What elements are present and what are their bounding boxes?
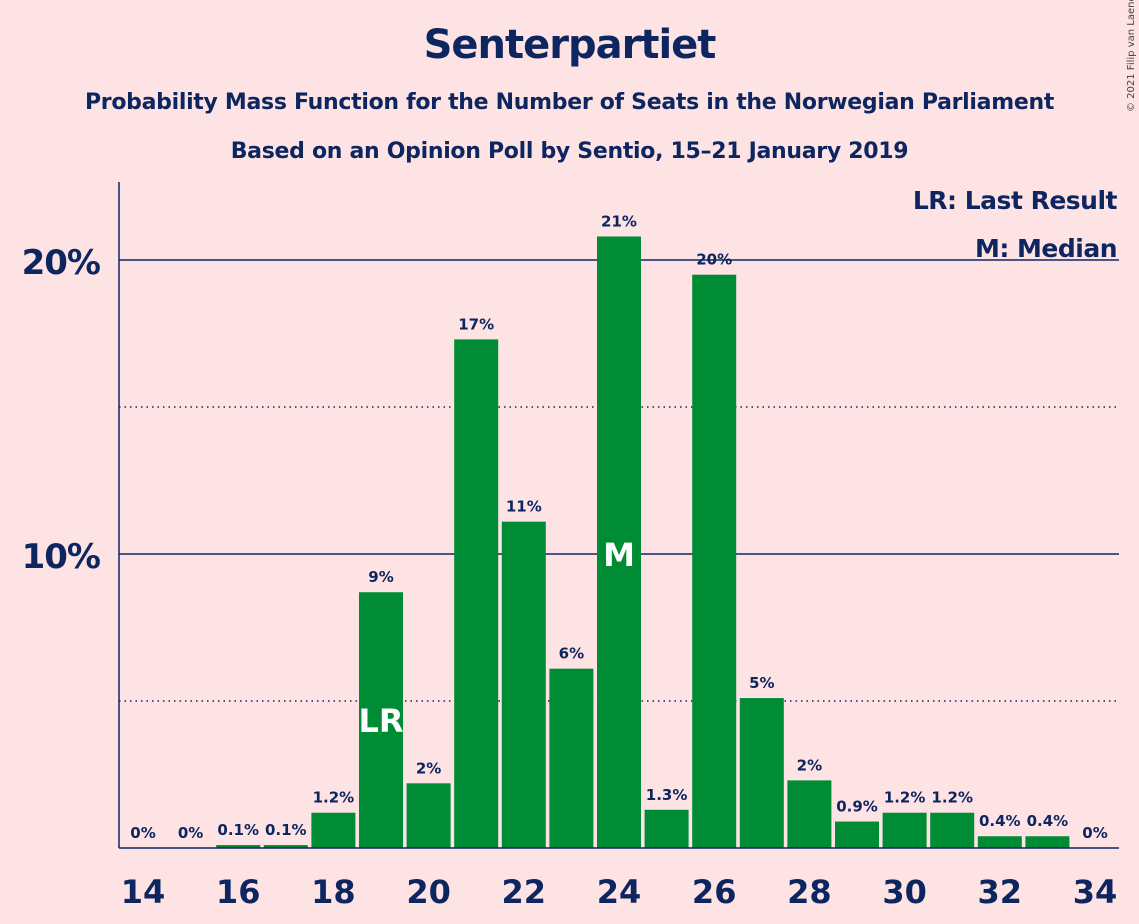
chart-subtitle-source: Based on an Opinion Poll by Sentio, 15–2… bbox=[230, 139, 909, 164]
bar-seat-16 bbox=[216, 845, 261, 848]
bar-seat-33 bbox=[1025, 836, 1070, 848]
data-label-seat-28: 2% bbox=[797, 756, 822, 774]
bar-seat-28 bbox=[787, 780, 832, 848]
y-tick-label: 20% bbox=[22, 243, 100, 283]
data-label-seat-30: 1.2% bbox=[884, 789, 926, 807]
data-label-seat-14: 0% bbox=[130, 824, 155, 842]
data-label-seat-23: 6% bbox=[559, 645, 584, 663]
legend: LR: Last Result M: Median bbox=[913, 186, 1118, 263]
bar-seat-22 bbox=[501, 521, 546, 848]
x-tick-label: 34 bbox=[1073, 873, 1118, 911]
bars bbox=[216, 236, 1070, 849]
x-tick-label: 32 bbox=[978, 873, 1023, 911]
data-label-seat-20: 2% bbox=[416, 759, 441, 777]
median-marker: M bbox=[603, 536, 635, 574]
data-label-seat-17: 0.1% bbox=[265, 821, 307, 839]
data-label-seat-32: 0.4% bbox=[979, 812, 1021, 830]
y-tick-label: 10% bbox=[22, 537, 100, 577]
data-label-seat-33: 0.4% bbox=[1027, 812, 1069, 830]
bar-seat-32 bbox=[977, 836, 1022, 848]
data-label-seat-26: 20% bbox=[696, 251, 732, 269]
data-label-seat-25: 1.3% bbox=[646, 786, 688, 804]
bar-seat-26 bbox=[692, 274, 737, 848]
legend-last-result: LR: Last Result bbox=[913, 186, 1118, 215]
last-result-marker: LR bbox=[358, 702, 403, 740]
bar-seat-20 bbox=[406, 783, 451, 848]
data-label-seat-21: 17% bbox=[458, 315, 494, 333]
bar-seat-21 bbox=[454, 339, 499, 848]
data-label-seat-34: 0% bbox=[1082, 824, 1107, 842]
bar-seat-17 bbox=[263, 845, 308, 848]
x-tick-label: 24 bbox=[597, 873, 642, 911]
x-tick-label: 22 bbox=[502, 873, 547, 911]
bar-seat-18 bbox=[311, 812, 356, 848]
bar-seat-27 bbox=[739, 698, 784, 848]
x-tick-label: 26 bbox=[692, 873, 737, 911]
data-label-seat-16: 0.1% bbox=[217, 821, 259, 839]
bar-seat-30 bbox=[882, 812, 927, 848]
data-label-seat-27: 5% bbox=[749, 674, 774, 692]
bar-seat-23 bbox=[549, 668, 594, 848]
x-tick-label: 14 bbox=[121, 873, 166, 911]
x-tick-labels: 14 16 18 20 22 24 26 28 30 32 34 bbox=[121, 873, 1118, 911]
data-label-seat-31: 1.2% bbox=[931, 789, 973, 807]
data-label-seat-18: 1.2% bbox=[313, 789, 355, 807]
bar-seat-31 bbox=[930, 812, 975, 848]
x-tick-label: 30 bbox=[882, 873, 927, 911]
bar-seat-19 bbox=[359, 592, 403, 848]
chart-title: Senterpartiet bbox=[423, 22, 717, 68]
x-tick-label: 18 bbox=[311, 873, 356, 911]
data-label-seat-22: 11% bbox=[506, 498, 542, 516]
chart-subtitle: Probability Mass Function for the Number… bbox=[84, 90, 1055, 115]
axes bbox=[118, 182, 1119, 849]
x-tick-label: 28 bbox=[787, 873, 832, 911]
y-tick-labels: 10% 20% bbox=[22, 243, 101, 577]
bar-seat-25 bbox=[644, 809, 689, 848]
bar-seat-24 bbox=[597, 236, 641, 849]
data-label-seat-29: 0.9% bbox=[836, 798, 878, 816]
x-tick-label: 16 bbox=[216, 873, 261, 911]
data-label-seat-15: 0% bbox=[178, 824, 203, 842]
bar-seat-29 bbox=[835, 821, 879, 848]
data-labels: 0% 0% 0.1% 0.1% 1.2% 9% 2% 17% 11% 6% 21% 1.3% 20% 5%… bbox=[130, 212, 1107, 842]
legend-median: M: Median bbox=[975, 234, 1117, 263]
data-label-seat-19: 9% bbox=[368, 568, 393, 586]
data-label-seat-24: 21% bbox=[601, 212, 637, 230]
x-tick-label: 20 bbox=[406, 873, 451, 911]
